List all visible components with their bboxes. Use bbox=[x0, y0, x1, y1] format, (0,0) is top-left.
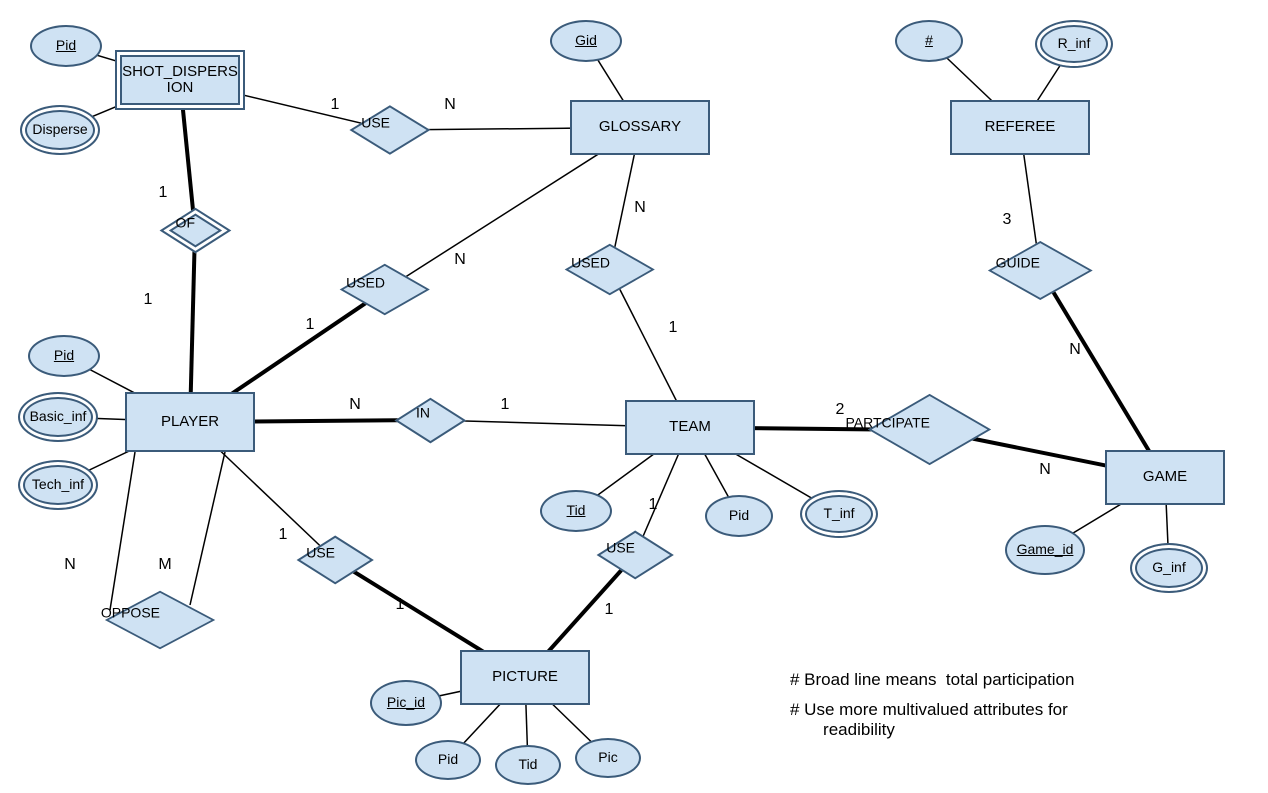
attribute-pc_id: Pic_id bbox=[370, 680, 442, 726]
relationship-label: IN bbox=[416, 405, 430, 420]
cardinality: 1 bbox=[159, 184, 168, 202]
attribute-label: Pid bbox=[52, 348, 76, 363]
attribute-sd_pid: Pid bbox=[30, 25, 102, 67]
relationship-label: USED bbox=[571, 255, 610, 270]
attribute-tm_pid: Pid bbox=[705, 495, 773, 537]
note: # Use more multivalued attributes for re… bbox=[790, 700, 1068, 740]
cardinality: N bbox=[1069, 341, 1081, 359]
attribute-label: Tech_inf bbox=[30, 477, 86, 492]
attribute-gm_inf: G_inf bbox=[1130, 543, 1208, 593]
cardinality: 1 bbox=[396, 596, 405, 614]
attribute-pc_tid: Tid bbox=[495, 745, 561, 785]
relationship-label: USE bbox=[361, 115, 390, 130]
cardinality: 2 bbox=[836, 401, 845, 419]
attribute-label: Game_id bbox=[1015, 542, 1076, 557]
attribute-label: Pic bbox=[596, 750, 619, 765]
attribute-label: Pid bbox=[436, 752, 460, 767]
entity-shot_dispersion: SHOT_DISPERSION bbox=[115, 50, 245, 110]
cardinality: N bbox=[444, 96, 456, 114]
attribute-rf_no: # bbox=[895, 20, 963, 62]
attribute-label: Pid bbox=[727, 508, 751, 523]
attribute-pl_basic: Basic_inf bbox=[18, 392, 98, 442]
cardinality: 1 bbox=[279, 526, 288, 544]
attribute-label: Pic_id bbox=[385, 695, 427, 710]
attribute-label: Tid bbox=[517, 757, 540, 772]
attribute-rf_inf: R_inf bbox=[1035, 20, 1113, 68]
attribute-label: Basic_inf bbox=[28, 409, 89, 424]
cardinality: N bbox=[349, 396, 361, 414]
cardinality: 1 bbox=[331, 96, 340, 114]
attribute-pl_tech: Tech_inf bbox=[18, 460, 98, 510]
entity-label: REFEREE bbox=[981, 119, 1060, 136]
attribute-tm_inf: T_inf bbox=[800, 490, 878, 538]
relationship-label: PARTCIPATE bbox=[845, 415, 930, 430]
note: # Broad line means total participation bbox=[790, 670, 1074, 690]
cardinality: N bbox=[1039, 461, 1051, 479]
relationship-label: USE bbox=[306, 545, 335, 560]
attribute-pc_pic: Pic bbox=[575, 738, 641, 778]
cardinality: 1 bbox=[501, 396, 510, 414]
attribute-label: # bbox=[923, 33, 935, 48]
entity-label: PLAYER bbox=[157, 414, 223, 431]
attribute-label: G_inf bbox=[1150, 560, 1187, 575]
relationship-label: OF bbox=[176, 215, 195, 230]
attribute-label: R_inf bbox=[1056, 36, 1093, 51]
entity-referee: REFEREE bbox=[950, 100, 1090, 155]
entity-game: GAME bbox=[1105, 450, 1225, 505]
attribute-tm_tid: Tid bbox=[540, 490, 612, 532]
entity-glossary: GLOSSARY bbox=[570, 100, 710, 155]
attribute-label: Disperse bbox=[30, 122, 89, 137]
cardinality: 1 bbox=[306, 316, 315, 334]
attribute-label: Gid bbox=[573, 33, 599, 48]
entity-team: TEAM bbox=[625, 400, 755, 455]
entity-picture: PICTURE bbox=[460, 650, 590, 705]
relationship-label: OPPOSE bbox=[101, 605, 160, 620]
cardinality: 1 bbox=[144, 291, 153, 309]
cardinality: N bbox=[64, 556, 76, 574]
cardinality: 3 bbox=[1003, 211, 1012, 229]
relationship-label: GUIDE bbox=[996, 255, 1040, 270]
cardinality: M bbox=[158, 556, 171, 574]
attribute-gl_gid: Gid bbox=[550, 20, 622, 62]
relationship-label: USED bbox=[346, 275, 385, 290]
attribute-label: Tid bbox=[565, 503, 588, 518]
entity-player: PLAYER bbox=[125, 392, 255, 452]
relationship-label: USE bbox=[606, 540, 635, 555]
cardinality: 1 bbox=[605, 601, 614, 619]
attribute-label: Pid bbox=[54, 38, 78, 53]
attribute-label: T_inf bbox=[821, 506, 856, 521]
cardinality: N bbox=[454, 251, 466, 269]
attribute-sd_disp: Disperse bbox=[20, 105, 100, 155]
entity-label: SHOT_DISPERSION bbox=[117, 64, 243, 97]
entity-label: GAME bbox=[1139, 469, 1191, 486]
cardinality: 1 bbox=[649, 496, 658, 514]
attribute-pc_pid: Pid bbox=[415, 740, 481, 780]
attribute-pl_pid: Pid bbox=[28, 335, 100, 377]
entity-label: TEAM bbox=[665, 419, 715, 436]
cardinality: 1 bbox=[669, 319, 678, 337]
entity-label: PICTURE bbox=[488, 669, 562, 686]
entity-label: GLOSSARY bbox=[595, 119, 685, 136]
cardinality: N bbox=[634, 199, 646, 217]
attribute-gm_id: Game_id bbox=[1005, 525, 1085, 575]
